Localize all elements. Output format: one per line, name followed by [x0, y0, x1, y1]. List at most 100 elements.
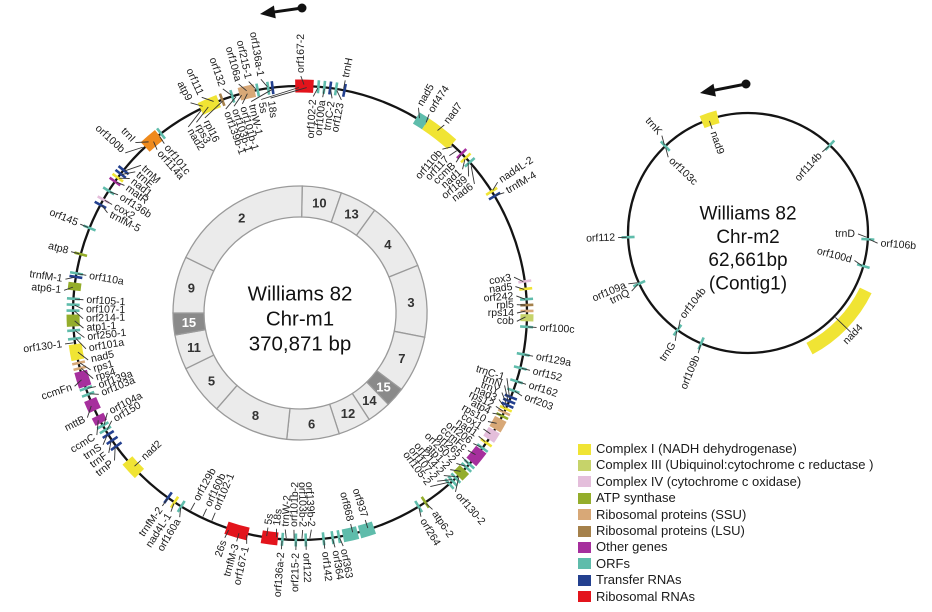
label-leader: [225, 96, 237, 110]
label-leader: [284, 529, 287, 539]
gene-label-rps14: rps14: [488, 307, 514, 319]
label-leader: [70, 251, 80, 255]
gene-block: [341, 526, 360, 543]
gene-label-rps1: rps1: [92, 358, 115, 375]
legend-swatch-complex1: [578, 443, 591, 455]
label-leader: [102, 435, 108, 446]
label-leader: [339, 537, 344, 547]
gene-tick: [266, 81, 271, 95]
label-leader: [330, 89, 333, 99]
label-leader: [661, 135, 665, 145]
arrow-origin-dot: [297, 3, 307, 13]
label-leader: [241, 93, 248, 104]
label-leader: [125, 146, 143, 154]
gene-tick: [117, 165, 130, 176]
label-leader: [74, 310, 84, 320]
gene-label-orf364: orf364: [330, 550, 346, 581]
gene-tick: [420, 496, 430, 509]
legend-label: Complex IV (cytochrome c oxidase): [596, 473, 802, 489]
gene-label-5s: 5s: [262, 513, 276, 526]
label-leader: [516, 316, 526, 322]
gene-block: [357, 521, 377, 539]
plasmid-title-line: 370,871 bp: [249, 333, 352, 356]
gene-label-orf363: orf363: [338, 548, 355, 580]
label-leader: [266, 527, 269, 537]
legend-swatch-rrna: [578, 591, 591, 603]
legend-swatch-lsu: [578, 525, 591, 537]
gene-label-orf103b-2: orf103b-2: [296, 482, 309, 527]
gene-label-18s: 18s: [265, 100, 279, 118]
gene-tick: [502, 397, 516, 405]
label-leader: [456, 463, 466, 467]
label-leader: [101, 205, 108, 214]
gene-tick: [460, 462, 473, 473]
label-leader: [336, 90, 342, 101]
gene-tick: [485, 186, 498, 196]
gene-label-atp8: atp8: [47, 240, 70, 257]
gene-label-trnK: trnK: [643, 115, 665, 137]
gene-tick: [106, 435, 119, 446]
label-leader: [202, 508, 207, 517]
label-leader: [238, 83, 247, 92]
label-leader: [495, 406, 504, 412]
label-leader: [425, 503, 433, 510]
gene-label-orf100b: orf100b: [93, 122, 127, 155]
gene-tick: [110, 441, 123, 452]
gene-tick: [450, 472, 462, 484]
legend: Complex I (NADH dehydrogenase) Complex II…: [578, 441, 928, 605]
label-leader: [857, 233, 867, 238]
gene-label-nad7: nad7: [441, 100, 465, 126]
label-leader: [170, 503, 175, 512]
gene-label-orf123: orf123: [329, 102, 346, 134]
gene-label-nad5: nad5: [488, 281, 513, 296]
gene-label-orf102-2: orf102-2: [305, 99, 319, 139]
gene-label-orf167-2: orf167-2: [295, 34, 307, 73]
gene-tick: [169, 496, 180, 509]
legend-label: Complex I (NADH dehydrogenase): [596, 441, 797, 456]
label-leader: [187, 110, 202, 128]
label-leader: [467, 162, 470, 177]
label-leader: [300, 75, 305, 85]
gene-block: [489, 415, 507, 433]
gene-block: [224, 521, 250, 541]
label-leader: [77, 351, 89, 361]
label-leader: [104, 199, 113, 205]
gene-block: [483, 426, 500, 443]
label-leader: [498, 399, 506, 408]
gene-label-orf107-1: orf107-1: [86, 303, 125, 316]
label-leader: [109, 191, 119, 196]
label-leader: [516, 295, 526, 300]
label-leader: [250, 88, 273, 102]
label-leader: [506, 378, 510, 397]
direction-arrow-icon: [260, 5, 276, 19]
ring-segment-number: 15: [376, 379, 390, 394]
gene-tick: [520, 297, 534, 301]
ring-segment-number: 7: [398, 351, 405, 366]
label-leader: [323, 540, 326, 549]
legend-item-trna: Transfer RNAs: [578, 572, 928, 588]
gene-label-nad9: nad9: [708, 130, 727, 156]
gene-label-orf110a: orf110a: [88, 270, 125, 288]
ring-segment-number: 4: [384, 237, 392, 252]
gene-tick: [108, 176, 122, 187]
gene-label-orf103c: orf103c: [666, 155, 700, 188]
gene-label-trnfM-1: trnfM-1: [29, 268, 64, 285]
gene-label-orf100c: orf100c: [539, 322, 575, 336]
gene-label-orf130-1: orf130-1: [23, 338, 63, 355]
gene-block: [453, 465, 470, 481]
arrow-shaft: [711, 82, 747, 93]
label-leader: [63, 286, 74, 291]
gene-label-orf145: orf145: [48, 206, 80, 228]
gene-tick: [336, 530, 342, 544]
label-leader: [211, 512, 216, 521]
label-leader: [75, 338, 87, 350]
label-leader: [179, 507, 182, 518]
label-leader: [517, 381, 527, 385]
ring-segment-number: 10: [312, 196, 326, 211]
label-leader: [190, 102, 203, 107]
gene-tick: [81, 390, 95, 398]
label-leader: [364, 519, 369, 529]
gene-label-cox3: cox3: [488, 272, 512, 288]
gene-tick: [229, 89, 236, 103]
